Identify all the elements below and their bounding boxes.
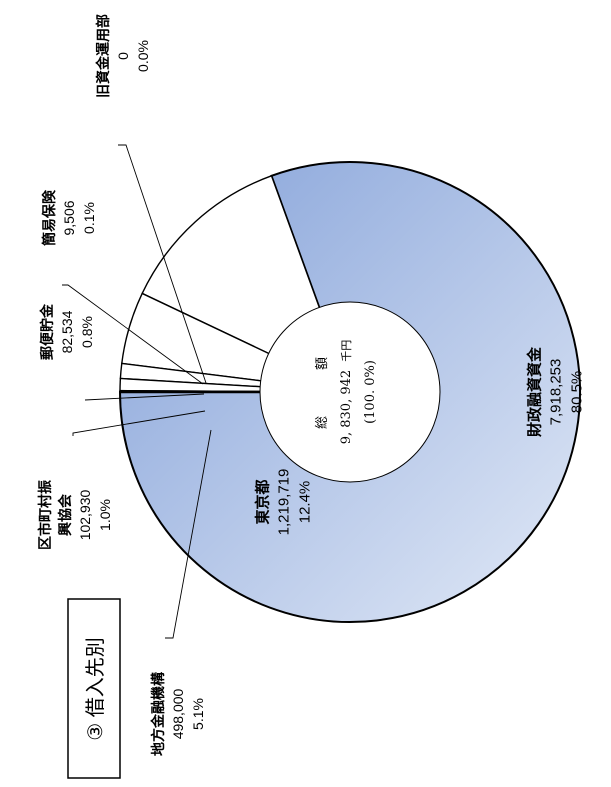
slice-name: 財政融資資金: [525, 346, 543, 438]
leader-line-municipal-assoc: [72, 410, 206, 436]
slice-label-5: 簡易保険 9,506 0.1%: [41, 189, 97, 246]
donut-hole: [259, 301, 441, 483]
slice-percent: 12.4%: [296, 481, 313, 524]
leader-line-local-finance: [165, 429, 212, 639]
slice-value: 102,930: [77, 489, 93, 540]
slice-label-4: 郵便貯金 82,534 0.8%: [39, 303, 95, 360]
slice-value: 1,219,719: [275, 469, 292, 536]
center-label-2: 額: [315, 357, 330, 370]
center-share: (100. 0%): [363, 360, 378, 424]
slice-name: 興協会: [57, 493, 73, 536]
slice-name: 郵便貯金: [39, 303, 55, 360]
leader-line-old-fund: [118, 144, 207, 384]
slice-value: 7,918,253: [547, 359, 564, 426]
slice-labels: 財政融資資金 7,918,253 80.5% 東京都 1,219,719 12.4% 地方金…: [37, 14, 585, 756]
center-total-label: 総 額 9, 830, 942 千円 (100. 0%): [315, 340, 378, 445]
slice-name: 簡易保険: [41, 189, 57, 246]
leader-lines: [62, 144, 212, 639]
slice-name: 旧資金運用部: [95, 14, 111, 98]
slice-percent: 0.1%: [81, 202, 97, 234]
slice-name: 区市町村振: [37, 480, 53, 550]
leader-line-postal-savings: [84, 393, 205, 401]
slice-value: 9,506: [61, 200, 77, 235]
slice-value: 82,534: [59, 310, 75, 353]
slice-percent: 0.8%: [79, 316, 95, 348]
leader-line-postal-insurance: [62, 284, 204, 385]
slice-label-3: 区市町村振 興協会 102,930 1.0%: [37, 480, 113, 550]
chart-title: ③ 借入先別: [84, 637, 107, 741]
slice-percent: 80.5%: [568, 371, 585, 414]
center-total: 9, 830, 942: [339, 370, 354, 444]
chart-title-box: [67, 598, 121, 779]
slice-value: 0: [115, 52, 131, 60]
slice-percent: 0.0%: [135, 40, 151, 72]
slice-name: 地方金融機構: [150, 672, 166, 756]
slice-name: 東京都: [253, 479, 271, 524]
center-label-1: 総: [315, 416, 330, 429]
slice-label-6: 旧資金運用部 0 0.0%: [95, 14, 151, 98]
slice-label-1: 東京都 1,219,719 12.4%: [253, 469, 313, 536]
slice-value: 498,000: [170, 688, 186, 739]
slice-label-0: 財政融資資金 7,918,253 80.5%: [525, 346, 585, 438]
slice-label-2: 地方金融機構 498,000 5.1%: [150, 672, 206, 756]
svg-text:9, 830, 942 千円: 9, 830, 942 千円: [339, 340, 354, 445]
slice-percent: 1.0%: [97, 499, 113, 531]
center-unit: 千円: [340, 340, 353, 362]
slice-percent: 5.1%: [190, 698, 206, 730]
